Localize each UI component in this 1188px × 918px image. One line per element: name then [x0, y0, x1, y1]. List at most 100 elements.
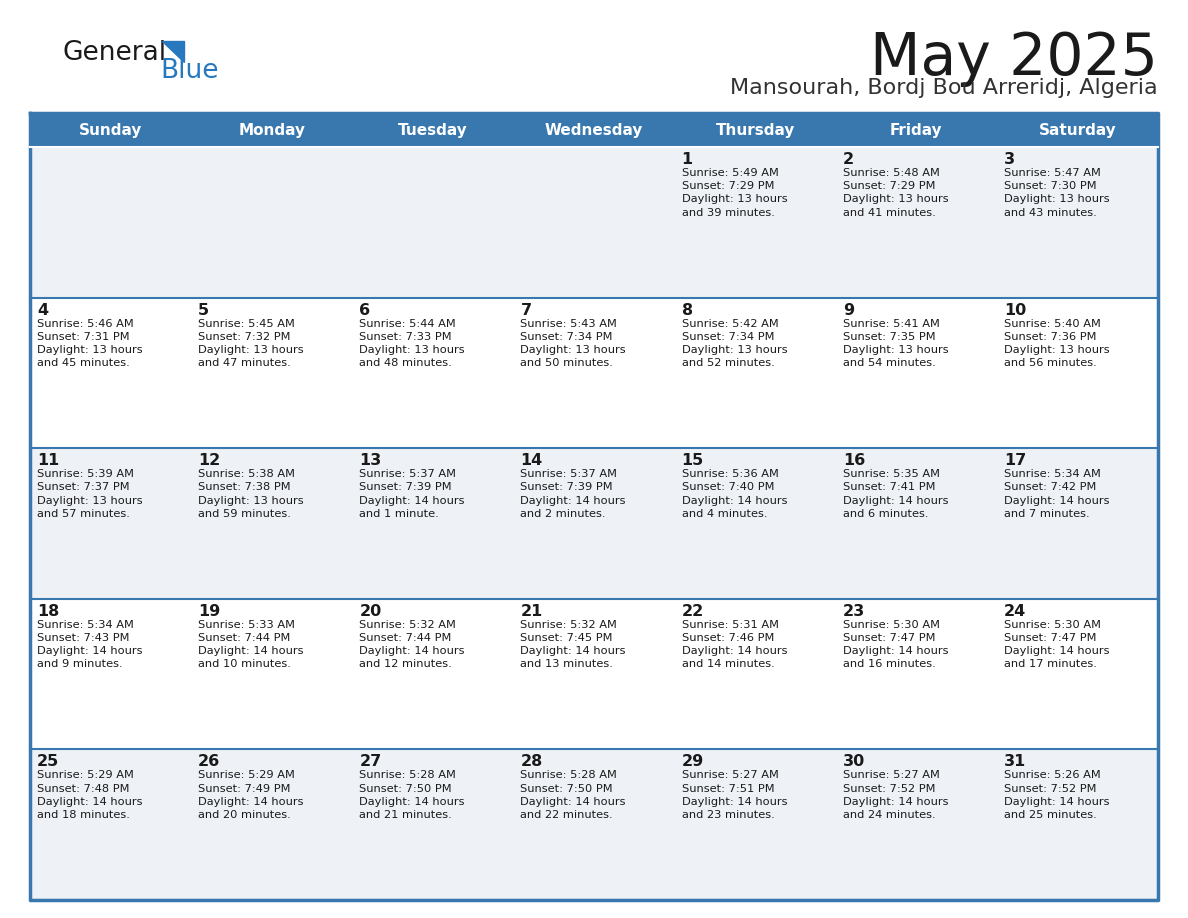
Text: Sunrise: 5:32 AM
Sunset: 7:45 PM
Daylight: 14 hours
and 13 minutes.: Sunrise: 5:32 AM Sunset: 7:45 PM Dayligh… — [520, 620, 626, 669]
Text: Wednesday: Wednesday — [545, 122, 643, 138]
Text: 15: 15 — [682, 453, 703, 468]
Text: 14: 14 — [520, 453, 543, 468]
Text: Sunrise: 5:41 AM
Sunset: 7:35 PM
Daylight: 13 hours
and 54 minutes.: Sunrise: 5:41 AM Sunset: 7:35 PM Dayligh… — [842, 319, 948, 368]
Text: 2: 2 — [842, 152, 854, 167]
Text: Sunrise: 5:39 AM
Sunset: 7:37 PM
Daylight: 13 hours
and 57 minutes.: Sunrise: 5:39 AM Sunset: 7:37 PM Dayligh… — [37, 469, 143, 519]
Text: Sunrise: 5:34 AM
Sunset: 7:42 PM
Daylight: 14 hours
and 7 minutes.: Sunrise: 5:34 AM Sunset: 7:42 PM Dayligh… — [1004, 469, 1110, 519]
Text: Tuesday: Tuesday — [398, 122, 468, 138]
Text: Friday: Friday — [890, 122, 942, 138]
Text: Sunrise: 5:47 AM
Sunset: 7:30 PM
Daylight: 13 hours
and 43 minutes.: Sunrise: 5:47 AM Sunset: 7:30 PM Dayligh… — [1004, 168, 1110, 218]
Text: Sunrise: 5:30 AM
Sunset: 7:47 PM
Daylight: 14 hours
and 16 minutes.: Sunrise: 5:30 AM Sunset: 7:47 PM Dayligh… — [842, 620, 948, 669]
Bar — [513, 599, 675, 749]
Text: 26: 26 — [198, 755, 221, 769]
Text: 18: 18 — [37, 604, 59, 619]
Bar — [30, 749, 191, 900]
Bar — [997, 749, 1158, 900]
Bar — [835, 113, 997, 147]
Text: Mansourah, Bordj Bou Arreridj, Algeria: Mansourah, Bordj Bou Arreridj, Algeria — [731, 78, 1158, 98]
Text: Sunrise: 5:27 AM
Sunset: 7:52 PM
Daylight: 14 hours
and 24 minutes.: Sunrise: 5:27 AM Sunset: 7:52 PM Dayligh… — [842, 770, 948, 820]
Bar — [675, 113, 835, 147]
Text: 22: 22 — [682, 604, 703, 619]
Text: Sunrise: 5:49 AM
Sunset: 7:29 PM
Daylight: 13 hours
and 39 minutes.: Sunrise: 5:49 AM Sunset: 7:29 PM Dayligh… — [682, 168, 788, 218]
Text: Blue: Blue — [160, 58, 219, 84]
Text: Thursday: Thursday — [715, 122, 795, 138]
Bar — [30, 113, 191, 147]
Text: Sunrise: 5:26 AM
Sunset: 7:52 PM
Daylight: 14 hours
and 25 minutes.: Sunrise: 5:26 AM Sunset: 7:52 PM Dayligh… — [1004, 770, 1110, 820]
Text: Monday: Monday — [239, 122, 305, 138]
Bar — [513, 749, 675, 900]
Bar — [353, 297, 513, 448]
Bar — [835, 448, 997, 599]
Text: Sunrise: 5:44 AM
Sunset: 7:33 PM
Daylight: 13 hours
and 48 minutes.: Sunrise: 5:44 AM Sunset: 7:33 PM Dayligh… — [359, 319, 465, 368]
Text: 27: 27 — [359, 755, 381, 769]
Polygon shape — [162, 41, 184, 62]
Bar — [353, 113, 513, 147]
Text: Sunrise: 5:29 AM
Sunset: 7:49 PM
Daylight: 14 hours
and 20 minutes.: Sunrise: 5:29 AM Sunset: 7:49 PM Dayligh… — [198, 770, 304, 820]
Bar — [513, 297, 675, 448]
Text: 23: 23 — [842, 604, 865, 619]
Text: Sunrise: 5:31 AM
Sunset: 7:46 PM
Daylight: 14 hours
and 14 minutes.: Sunrise: 5:31 AM Sunset: 7:46 PM Dayligh… — [682, 620, 788, 669]
Bar — [997, 599, 1158, 749]
Text: 16: 16 — [842, 453, 865, 468]
Text: Sunrise: 5:48 AM
Sunset: 7:29 PM
Daylight: 13 hours
and 41 minutes.: Sunrise: 5:48 AM Sunset: 7:29 PM Dayligh… — [842, 168, 948, 218]
Bar — [997, 147, 1158, 297]
Text: 24: 24 — [1004, 604, 1026, 619]
Bar — [30, 448, 191, 599]
Text: 17: 17 — [1004, 453, 1026, 468]
Text: 21: 21 — [520, 604, 543, 619]
Text: 6: 6 — [359, 303, 371, 318]
Text: Sunrise: 5:42 AM
Sunset: 7:34 PM
Daylight: 13 hours
and 52 minutes.: Sunrise: 5:42 AM Sunset: 7:34 PM Dayligh… — [682, 319, 788, 368]
Bar — [191, 297, 353, 448]
Bar — [513, 113, 675, 147]
Text: Sunday: Sunday — [78, 122, 143, 138]
Text: Sunrise: 5:29 AM
Sunset: 7:48 PM
Daylight: 14 hours
and 18 minutes.: Sunrise: 5:29 AM Sunset: 7:48 PM Dayligh… — [37, 770, 143, 820]
Bar — [835, 147, 997, 297]
Text: 13: 13 — [359, 453, 381, 468]
Bar — [675, 749, 835, 900]
Text: Sunrise: 5:36 AM
Sunset: 7:40 PM
Daylight: 14 hours
and 4 minutes.: Sunrise: 5:36 AM Sunset: 7:40 PM Dayligh… — [682, 469, 788, 519]
Text: Sunrise: 5:27 AM
Sunset: 7:51 PM
Daylight: 14 hours
and 23 minutes.: Sunrise: 5:27 AM Sunset: 7:51 PM Dayligh… — [682, 770, 788, 820]
Text: 3: 3 — [1004, 152, 1015, 167]
Text: 5: 5 — [198, 303, 209, 318]
Text: Sunrise: 5:38 AM
Sunset: 7:38 PM
Daylight: 13 hours
and 59 minutes.: Sunrise: 5:38 AM Sunset: 7:38 PM Dayligh… — [198, 469, 304, 519]
Bar — [835, 749, 997, 900]
Bar — [997, 297, 1158, 448]
Text: Sunrise: 5:45 AM
Sunset: 7:32 PM
Daylight: 13 hours
and 47 minutes.: Sunrise: 5:45 AM Sunset: 7:32 PM Dayligh… — [198, 319, 304, 368]
Text: Sunrise: 5:46 AM
Sunset: 7:31 PM
Daylight: 13 hours
and 45 minutes.: Sunrise: 5:46 AM Sunset: 7:31 PM Dayligh… — [37, 319, 143, 368]
Bar — [835, 599, 997, 749]
Text: Sunrise: 5:30 AM
Sunset: 7:47 PM
Daylight: 14 hours
and 17 minutes.: Sunrise: 5:30 AM Sunset: 7:47 PM Dayligh… — [1004, 620, 1110, 669]
Text: 1: 1 — [682, 152, 693, 167]
Bar — [30, 147, 191, 297]
Text: 10: 10 — [1004, 303, 1026, 318]
Bar — [675, 599, 835, 749]
Text: Sunrise: 5:28 AM
Sunset: 7:50 PM
Daylight: 14 hours
and 21 minutes.: Sunrise: 5:28 AM Sunset: 7:50 PM Dayligh… — [359, 770, 465, 820]
Text: 20: 20 — [359, 604, 381, 619]
Text: Sunrise: 5:35 AM
Sunset: 7:41 PM
Daylight: 14 hours
and 6 minutes.: Sunrise: 5:35 AM Sunset: 7:41 PM Dayligh… — [842, 469, 948, 519]
Text: Sunrise: 5:34 AM
Sunset: 7:43 PM
Daylight: 14 hours
and 9 minutes.: Sunrise: 5:34 AM Sunset: 7:43 PM Dayligh… — [37, 620, 143, 669]
Bar — [191, 113, 353, 147]
Bar — [353, 749, 513, 900]
Text: Sunrise: 5:37 AM
Sunset: 7:39 PM
Daylight: 14 hours
and 1 minute.: Sunrise: 5:37 AM Sunset: 7:39 PM Dayligh… — [359, 469, 465, 519]
Text: Sunrise: 5:40 AM
Sunset: 7:36 PM
Daylight: 13 hours
and 56 minutes.: Sunrise: 5:40 AM Sunset: 7:36 PM Dayligh… — [1004, 319, 1110, 368]
Text: 8: 8 — [682, 303, 693, 318]
Text: Sunrise: 5:28 AM
Sunset: 7:50 PM
Daylight: 14 hours
and 22 minutes.: Sunrise: 5:28 AM Sunset: 7:50 PM Dayligh… — [520, 770, 626, 820]
Bar — [30, 599, 191, 749]
Bar — [997, 448, 1158, 599]
Bar — [675, 297, 835, 448]
Bar — [191, 749, 353, 900]
Text: Sunrise: 5:32 AM
Sunset: 7:44 PM
Daylight: 14 hours
and 12 minutes.: Sunrise: 5:32 AM Sunset: 7:44 PM Dayligh… — [359, 620, 465, 669]
Bar — [30, 297, 191, 448]
Bar — [353, 599, 513, 749]
Text: Sunrise: 5:33 AM
Sunset: 7:44 PM
Daylight: 14 hours
and 10 minutes.: Sunrise: 5:33 AM Sunset: 7:44 PM Dayligh… — [198, 620, 304, 669]
Bar — [997, 113, 1158, 147]
Text: 19: 19 — [198, 604, 221, 619]
Text: 28: 28 — [520, 755, 543, 769]
Text: 25: 25 — [37, 755, 59, 769]
Bar — [353, 448, 513, 599]
Text: 7: 7 — [520, 303, 531, 318]
Text: General: General — [62, 40, 166, 66]
Text: 30: 30 — [842, 755, 865, 769]
Text: Sunrise: 5:43 AM
Sunset: 7:34 PM
Daylight: 13 hours
and 50 minutes.: Sunrise: 5:43 AM Sunset: 7:34 PM Dayligh… — [520, 319, 626, 368]
Bar — [191, 448, 353, 599]
Text: 29: 29 — [682, 755, 703, 769]
